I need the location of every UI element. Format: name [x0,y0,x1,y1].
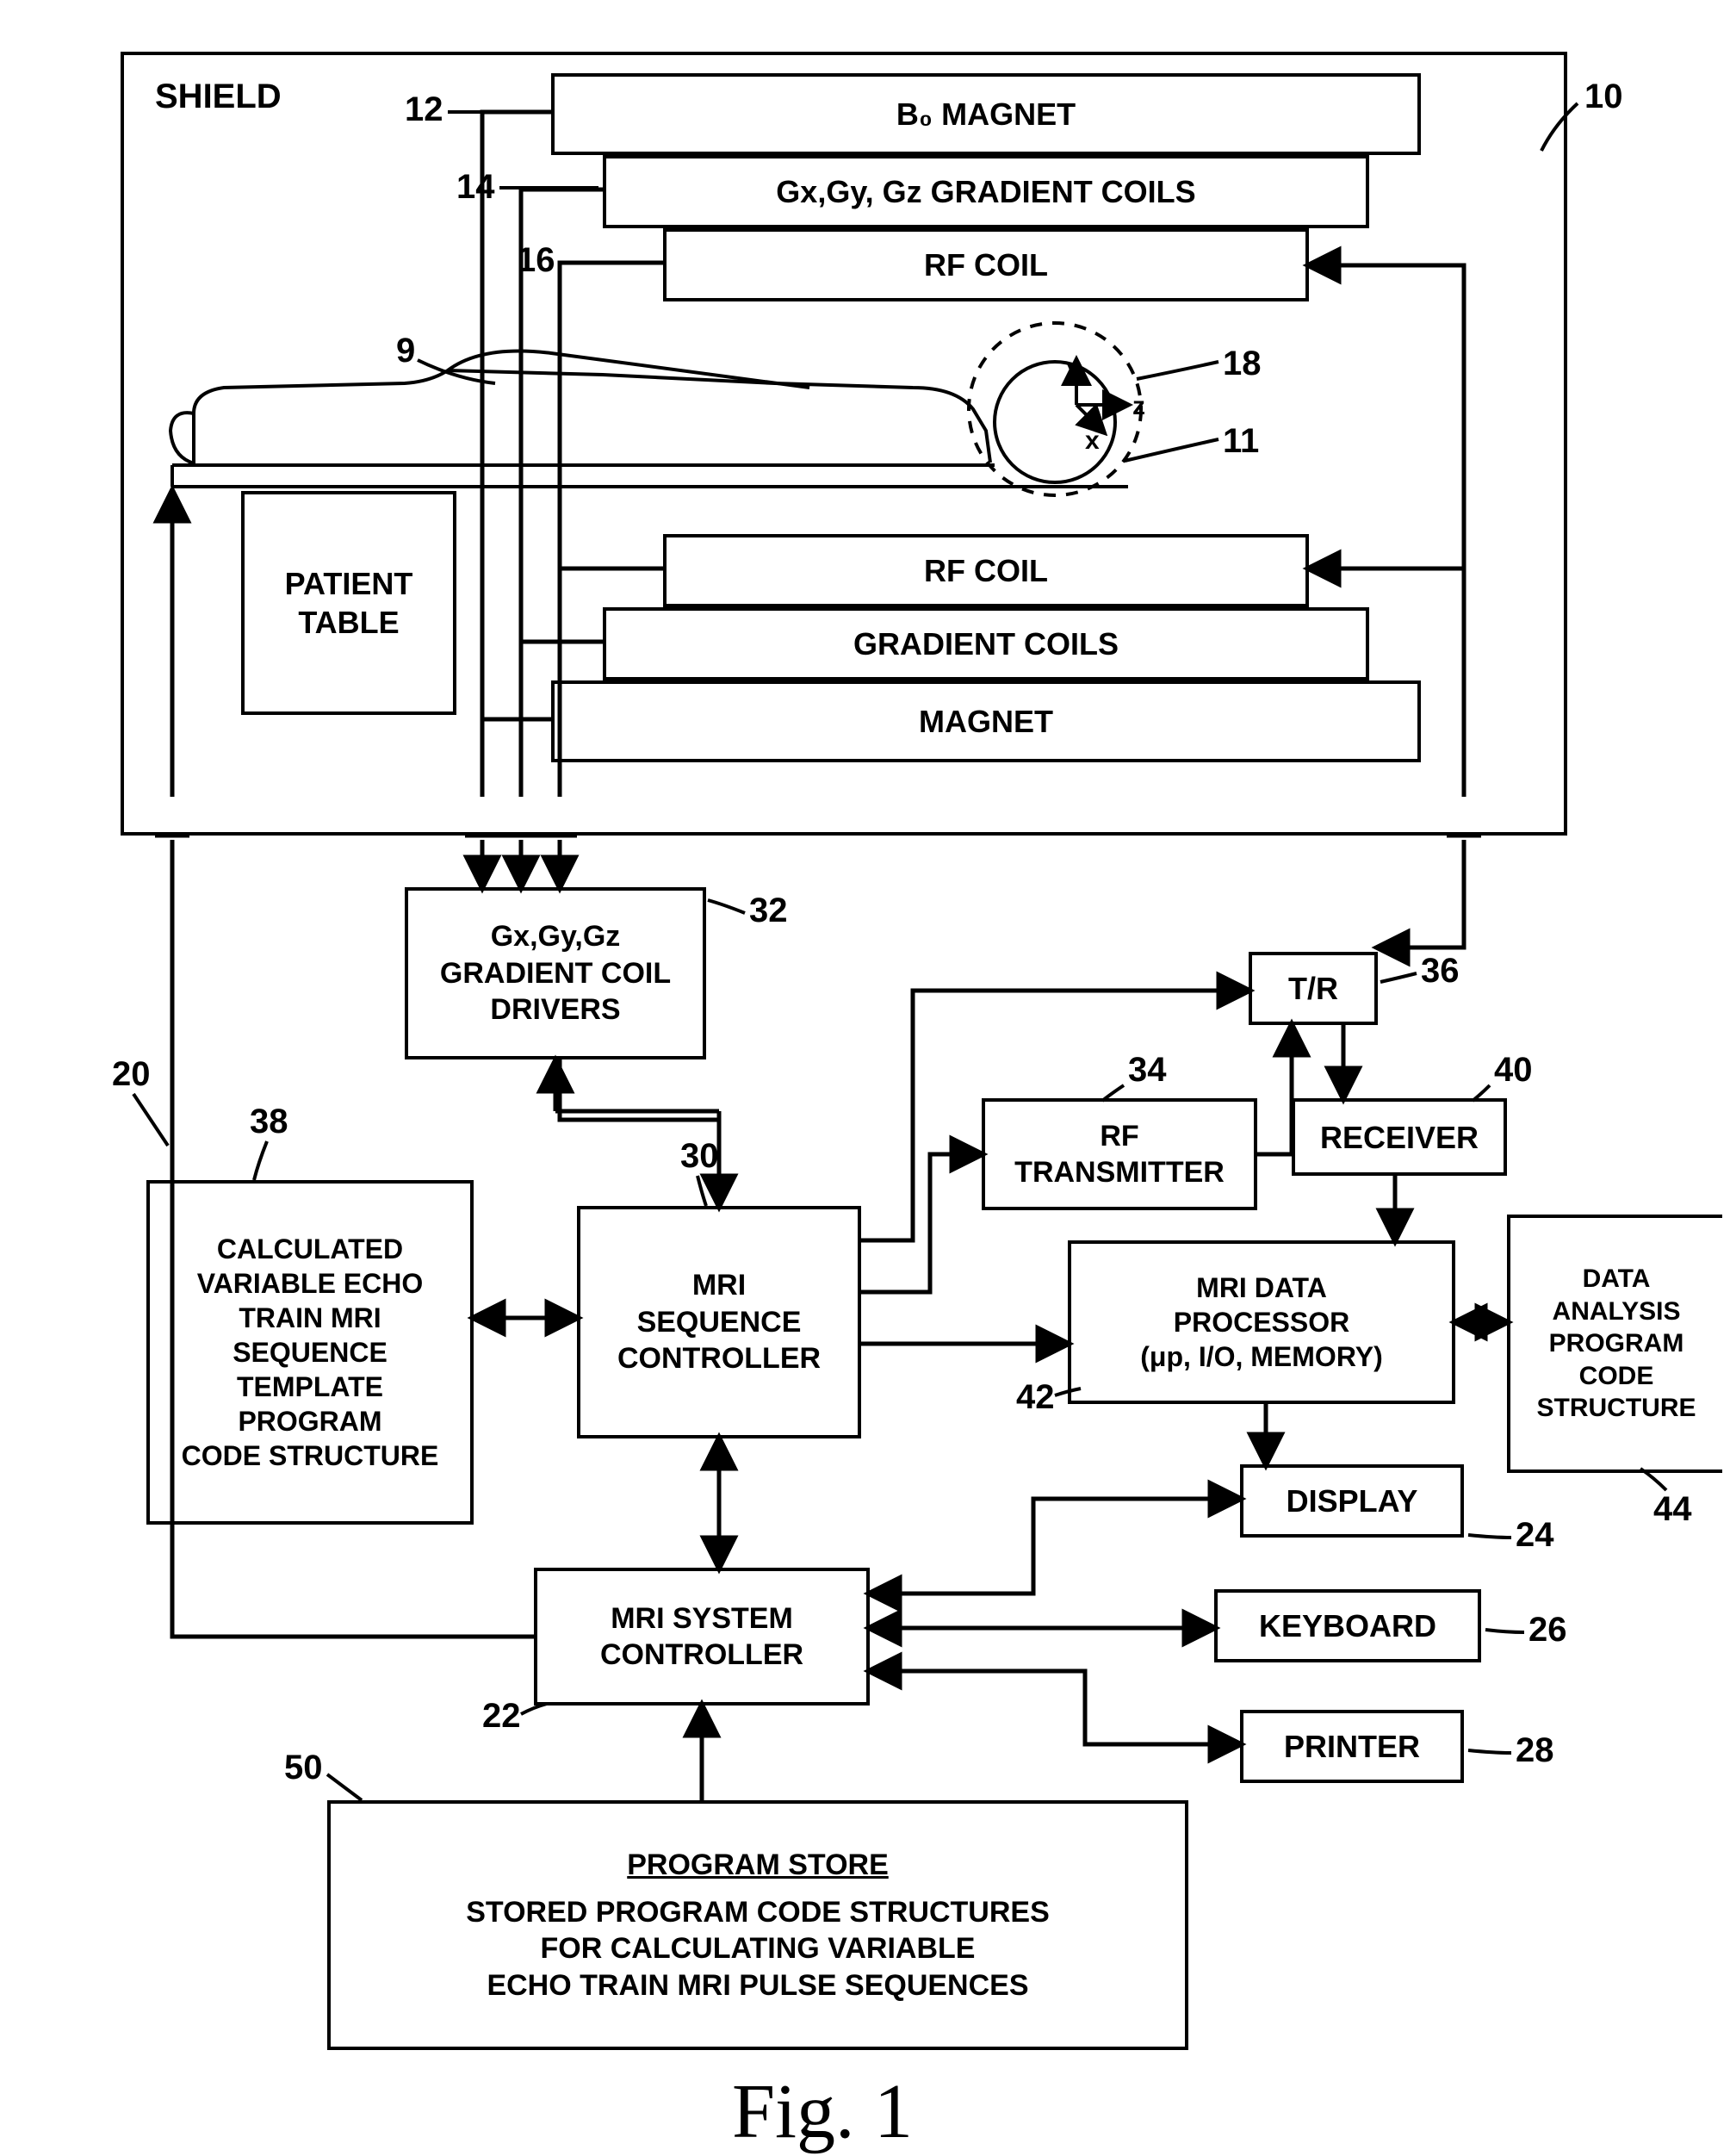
system-controller-label: MRI SYSTEM CONTROLLER [600,1600,803,1674]
keyboard-box: KEYBOARD [1214,1589,1481,1662]
rf-coil-bottom-label: RF COIL [924,551,1048,590]
calculated-template-box: CALCULATED VARIABLE ECHO TRAIN MRI SEQUE… [146,1180,474,1525]
program-store-box: PROGRAM STORE STORED PROGRAM CODE STRUCT… [327,1800,1188,2050]
rf-coil-top-box: RF COIL [663,228,1309,301]
gradient-coils-top-box: Gx,Gy, Gz GRADIENT COILS [603,155,1369,228]
page: SHIELD 10 B₀ MAGNET 12 Gx,Gy, Gz GRADIEN… [0,0,1730,2152]
sequence-controller-label: MRI SEQUENCE CONTROLLER [617,1267,821,1377]
patient-table-label: PATIENT TABLE [285,564,413,642]
ref-11: 11 [1223,422,1259,461]
ref-30: 30 [680,1137,719,1176]
data-analysis-label: DATA ANALYSIS PROGRAM CODE STRUCTURE [1537,1263,1696,1425]
receiver-label: RECEIVER [1320,1118,1479,1157]
ref-36: 36 [1421,952,1460,991]
ref-9: 9 [396,332,415,370]
ref-10: 10 [1584,78,1623,116]
data-processor-label: MRI DATA PROCESSOR (μp, I/O, MEMORY) [1140,1271,1382,1374]
gradient-coils-bottom-label: GRADIENT COILS [853,624,1119,663]
sequence-controller-box: MRI SEQUENCE CONTROLLER [577,1206,861,1438]
tr-label: T/R [1288,969,1338,1008]
ref-40: 40 [1494,1051,1533,1090]
ref-28: 28 [1516,1731,1554,1770]
ref-24: 24 [1516,1516,1554,1555]
keyboard-label: KEYBOARD [1259,1606,1436,1645]
ref-20: 20 [112,1055,151,1094]
shield-label: SHIELD [155,78,282,116]
axis-y: y [1066,353,1081,382]
display-label: DISPLAY [1287,1482,1418,1520]
display-box: DISPLAY [1240,1464,1464,1538]
system-controller-box: MRI SYSTEM CONTROLLER [534,1568,870,1706]
b0-magnet-label: B₀ MAGNET [896,95,1076,134]
printer-label: PRINTER [1284,1727,1420,1766]
calculated-template-label: CALCULATED VARIABLE ECHO TRAIN MRI SEQUE… [182,1232,439,1473]
program-store-body: STORED PROGRAM CODE STRUCTURES FOR CALCU… [466,1894,1050,2004]
rf-transmitter-label: RF TRANSMITTER [1014,1118,1225,1191]
data-analysis-box: DATA ANALYSIS PROGRAM CODE STRUCTURE [1507,1215,1722,1473]
gradient-coil-drivers-box: Gx,Gy,Gz GRADIENT COIL DRIVERS [405,887,706,1059]
ref-42: 42 [1016,1378,1055,1417]
magnet-bottom-label: MAGNET [919,702,1053,741]
rf-coil-top-label: RF COIL [924,245,1048,284]
ref-12: 12 [405,90,443,129]
patient-table-box: PATIENT TABLE [241,491,456,715]
printer-box: PRINTER [1240,1710,1464,1783]
ref-14: 14 [456,168,495,207]
ref-34: 34 [1128,1051,1167,1090]
receiver-box: RECEIVER [1292,1098,1507,1176]
ref-32: 32 [749,892,788,930]
gradient-coils-bottom-box: GRADIENT COILS [603,607,1369,680]
ref-50: 50 [284,1749,323,1787]
figure-caption: Fig. 1 [732,2067,913,2156]
ref-18: 18 [1223,345,1262,383]
ref-44: 44 [1653,1490,1692,1529]
rf-coil-bottom-box: RF COIL [663,534,1309,607]
gradient-coils-top-label: Gx,Gy, Gz GRADIENT COILS [776,172,1195,211]
data-processor-box: MRI DATA PROCESSOR (μp, I/O, MEMORY) [1068,1240,1455,1404]
ref-26: 26 [1528,1611,1567,1650]
ref-16: 16 [517,241,555,280]
ref-38: 38 [250,1103,288,1141]
b0-magnet-box: B₀ MAGNET [551,73,1421,155]
gradient-coil-drivers-label: Gx,Gy,Gz GRADIENT COIL DRIVERS [440,918,671,1028]
axis-z: z [1132,392,1145,421]
axis-x: x [1085,426,1100,456]
rf-transmitter-box: RF TRANSMITTER [982,1098,1257,1210]
program-store-title: PROGRAM STORE [627,1847,889,1884]
tr-switch-box: T/R [1249,952,1378,1025]
ref-22: 22 [482,1697,521,1736]
magnet-bottom-box: MAGNET [551,680,1421,762]
